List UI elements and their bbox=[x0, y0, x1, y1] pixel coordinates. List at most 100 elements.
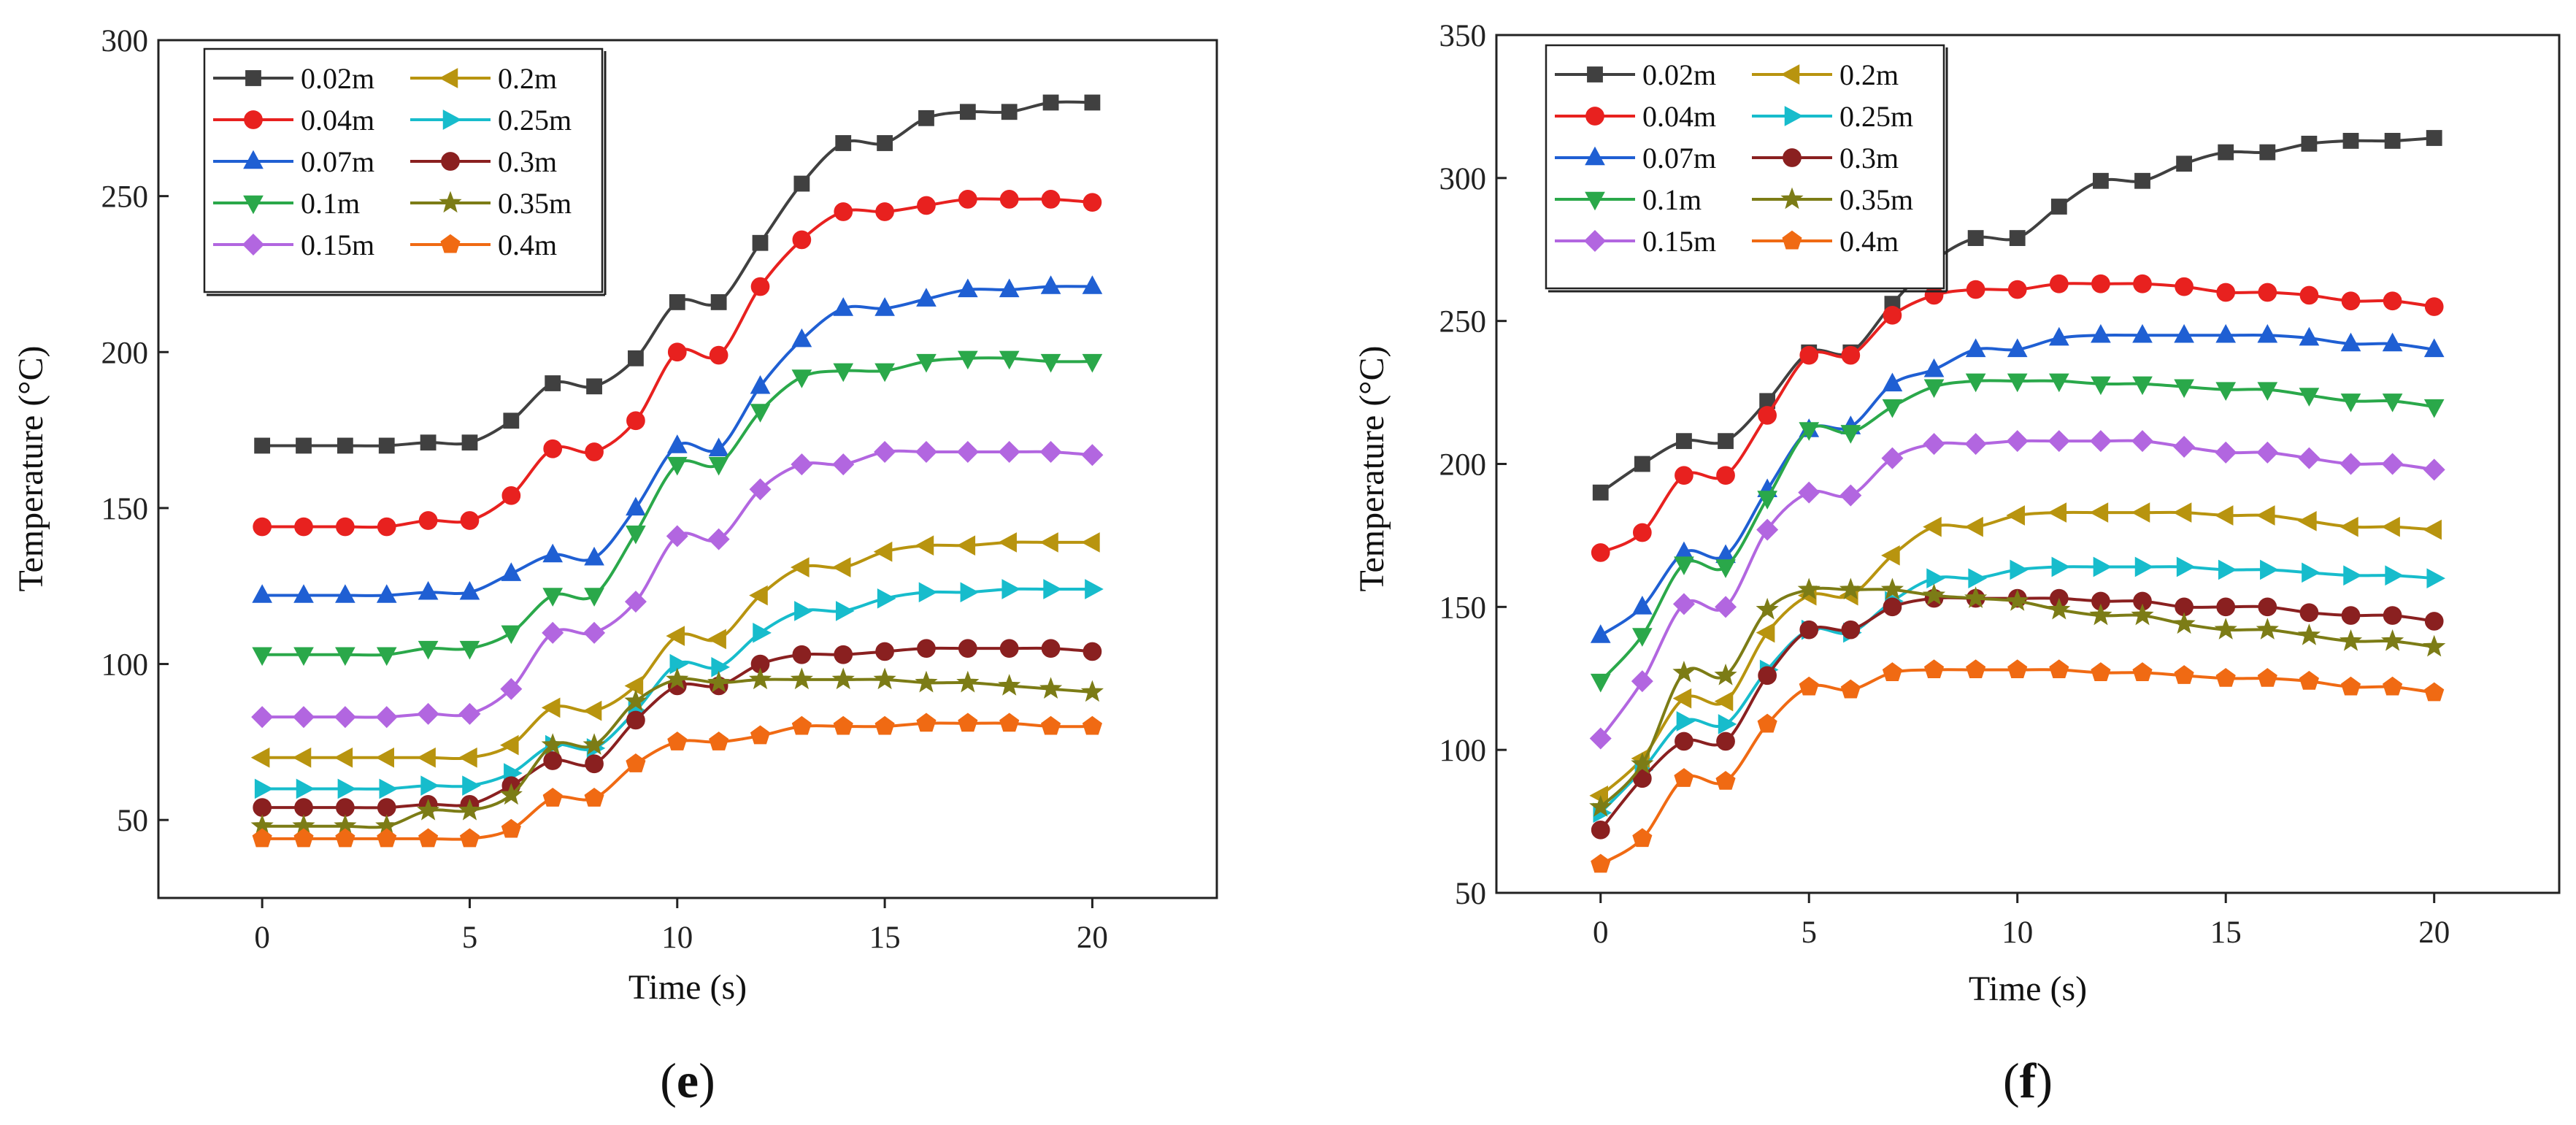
data-point bbox=[1632, 523, 1652, 542]
data-point bbox=[873, 541, 893, 562]
series-0_04m bbox=[253, 190, 1102, 537]
legend-label: 0.35m bbox=[498, 187, 572, 220]
data-point bbox=[2006, 505, 2025, 526]
panel-label-f: (f) bbox=[2003, 1053, 2053, 1108]
legend-item: 0.2m bbox=[410, 62, 557, 95]
legend-label: 0.4m bbox=[1839, 225, 1899, 258]
legend-marker bbox=[1585, 191, 1605, 211]
data-point bbox=[2048, 326, 2069, 346]
data-point bbox=[1841, 345, 1861, 365]
data-point bbox=[1966, 280, 1985, 299]
data-point bbox=[791, 557, 810, 577]
data-point bbox=[1716, 732, 1735, 751]
x-axis-label: Time (s) bbox=[628, 968, 747, 1007]
data-point bbox=[2172, 612, 2196, 634]
x-axis-ticks: 0 5 10 15 20 bbox=[254, 898, 1108, 955]
data-point bbox=[873, 667, 896, 690]
data-point bbox=[915, 535, 934, 556]
data-point bbox=[999, 713, 1020, 732]
data-point bbox=[2010, 559, 2029, 580]
legend-label: 0.3m bbox=[498, 145, 557, 178]
x-tick-label: 20 bbox=[2418, 915, 2450, 950]
data-point bbox=[254, 778, 274, 799]
data-point bbox=[1840, 679, 1861, 699]
data-point bbox=[1672, 688, 1692, 709]
data-point bbox=[2383, 606, 2402, 625]
data-point bbox=[1082, 715, 1102, 735]
data-point bbox=[252, 584, 272, 603]
data-point bbox=[626, 411, 645, 431]
data-point bbox=[418, 828, 439, 848]
data-point bbox=[834, 645, 853, 664]
data-point bbox=[334, 706, 356, 729]
data-point bbox=[999, 639, 1019, 659]
data-point bbox=[916, 713, 937, 732]
data-point bbox=[669, 294, 685, 310]
data-point bbox=[1041, 190, 1061, 209]
data-point bbox=[2382, 332, 2403, 352]
data-point bbox=[957, 350, 978, 370]
y-tick-label: 300 bbox=[101, 24, 149, 58]
data-point bbox=[2383, 291, 2402, 311]
data-point bbox=[626, 753, 646, 772]
data-point bbox=[874, 715, 895, 735]
data-point bbox=[960, 582, 980, 603]
legend-label: 0.02m bbox=[301, 62, 374, 95]
legend-item: 0.35m bbox=[410, 187, 572, 220]
data-point bbox=[253, 798, 272, 817]
data-point bbox=[1039, 532, 1058, 553]
data-point bbox=[499, 734, 519, 756]
legend-marker bbox=[439, 68, 458, 88]
data-point bbox=[1714, 691, 1734, 712]
data-point bbox=[918, 582, 938, 603]
legend-marker bbox=[1585, 107, 1604, 126]
data-point bbox=[459, 828, 480, 848]
legend-label: 0.04m bbox=[301, 104, 374, 137]
data-point bbox=[2134, 172, 2150, 189]
y-axis-ticks: 50 100 150 200 250 300 bbox=[101, 24, 169, 838]
data-point bbox=[1591, 543, 1610, 562]
data-point bbox=[583, 733, 606, 755]
data-point bbox=[1632, 628, 1653, 647]
data-point bbox=[2006, 589, 2029, 611]
data-point bbox=[542, 788, 563, 807]
data-point bbox=[2009, 230, 2026, 246]
data-point bbox=[253, 517, 272, 537]
legend-label: 0.25m bbox=[1839, 100, 1913, 133]
data-point bbox=[2176, 155, 2193, 172]
data-point bbox=[1758, 666, 1777, 686]
data-point bbox=[2091, 274, 2110, 293]
data-point bbox=[916, 288, 937, 307]
data-point bbox=[791, 369, 812, 388]
data-point bbox=[1758, 406, 1777, 425]
legend-marker bbox=[1780, 64, 1800, 85]
data-point bbox=[254, 437, 271, 454]
data-point bbox=[2260, 559, 2279, 580]
data-point bbox=[541, 697, 561, 718]
data-point bbox=[294, 798, 313, 817]
data-point bbox=[586, 378, 602, 395]
data-point bbox=[750, 375, 771, 394]
y-tick-label: 200 bbox=[101, 336, 149, 370]
data-point bbox=[462, 775, 481, 796]
data-point bbox=[335, 584, 355, 603]
data-point bbox=[543, 751, 563, 770]
data-point bbox=[1716, 466, 1735, 485]
data-point bbox=[791, 453, 813, 476]
data-point bbox=[1923, 358, 1945, 377]
data-point bbox=[501, 562, 522, 581]
legend-label: 0.2m bbox=[498, 62, 557, 95]
data-point bbox=[831, 667, 855, 690]
data-point bbox=[2259, 144, 2276, 161]
data-point bbox=[545, 375, 561, 391]
data-point bbox=[1715, 770, 1736, 790]
data-point bbox=[1040, 353, 1061, 373]
data-point bbox=[2218, 144, 2234, 161]
data-point bbox=[1839, 577, 1862, 600]
data-point bbox=[1882, 662, 1903, 681]
y-axis-ticks: 50 100 150 200 250 300 350 bbox=[1439, 19, 1507, 911]
data-point bbox=[2258, 597, 2277, 617]
data-point bbox=[2257, 667, 2277, 687]
x-tick-label: 5 bbox=[1801, 915, 1817, 950]
